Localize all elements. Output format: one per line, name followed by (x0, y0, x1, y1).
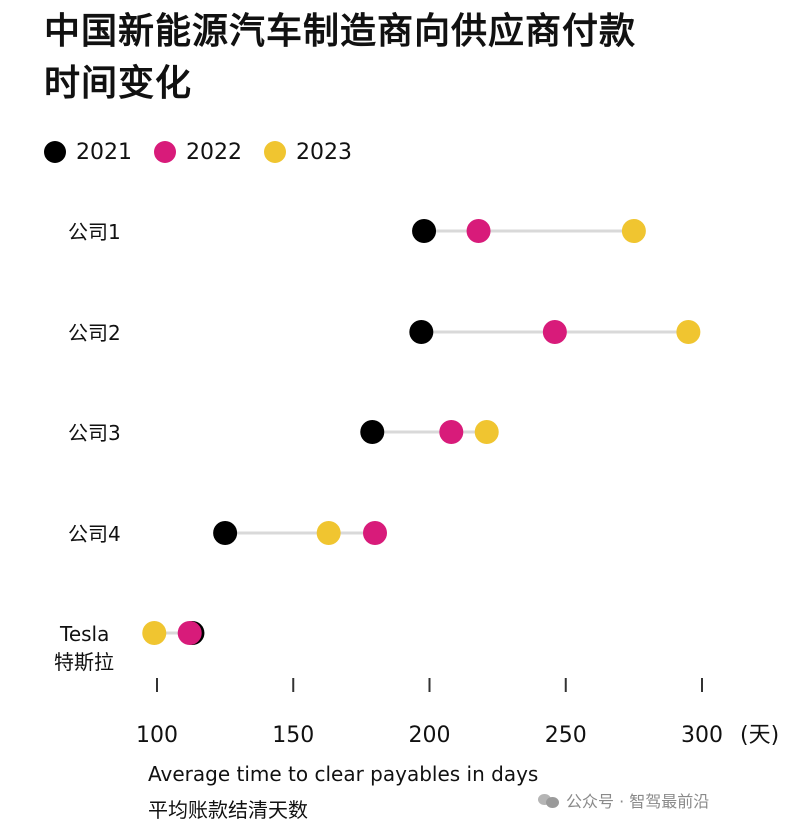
legend-item-2021: 2021 (44, 140, 132, 165)
legend: 2021 2022 2023 (44, 136, 352, 168)
data-point-2021-row-1 (412, 219, 437, 243)
x-axis-label-en: Average time to clear payables in days (148, 762, 539, 786)
legend-item-2022: 2022 (154, 140, 242, 165)
x-tick-label-100: 100 (136, 723, 178, 748)
chart-title-line2: 时间变化 (44, 63, 193, 104)
x-tick-label-300: 300 (681, 723, 723, 748)
legend-label-2022: 2022 (186, 139, 242, 165)
wechat-icon (538, 792, 560, 808)
data-point-2021-row-3 (360, 420, 385, 444)
legend-label-2023: 2023 (296, 139, 352, 165)
category-label-row-2: 公司2 (68, 321, 121, 345)
watermark: 公众号 · 智驾最前沿 (538, 788, 709, 812)
legend-dot-2022 (154, 141, 176, 163)
data-point-2023-row-1 (621, 219, 646, 243)
legend-dot-2021 (44, 141, 66, 163)
category-label-row-3: 公司3 (68, 421, 121, 445)
data-point-2022-row-3 (439, 420, 464, 444)
data-point-2023-row-5 (142, 621, 167, 645)
data-point-2022-row-4 (363, 521, 387, 545)
chart-title-line1: 中国新能源汽车制造商向供应商付款 (44, 11, 637, 52)
legend-dot-2023 (264, 141, 286, 163)
watermark-text: 公众号 · 智驾最前沿 (566, 792, 710, 811)
data-point-2021-row-4 (213, 521, 238, 545)
category-label-row-5: Tesla (59, 622, 109, 646)
x-tick-label-250: 250 (545, 723, 587, 748)
category-label2-row-5: 特斯拉 (54, 650, 114, 674)
legend-label-2021: 2021 (76, 139, 132, 165)
x-tick-label-200: 200 (409, 723, 451, 748)
data-point-2023-row-2 (676, 320, 701, 344)
category-label-row-4: 公司4 (68, 522, 121, 546)
data-point-2021-row-2 (409, 320, 434, 344)
x-axis-unit-label: (天) (740, 723, 779, 748)
data-point-2023-row-3 (474, 420, 499, 444)
legend-item-2023: 2023 (264, 140, 352, 165)
data-point-2022-row-1 (466, 219, 491, 243)
chart-title: 中国新能源汽车制造商向供应商付款 时间变化 (44, 6, 764, 110)
x-tick-label-150: 150 (272, 723, 314, 748)
data-point-2022-row-5 (177, 621, 202, 645)
x-axis-label-zh: 平均账款结清天数 (148, 798, 308, 822)
category-label-row-1: 公司1 (68, 220, 121, 244)
data-point-2022-row-2 (542, 320, 567, 344)
data-point-2023-row-4 (316, 521, 341, 545)
